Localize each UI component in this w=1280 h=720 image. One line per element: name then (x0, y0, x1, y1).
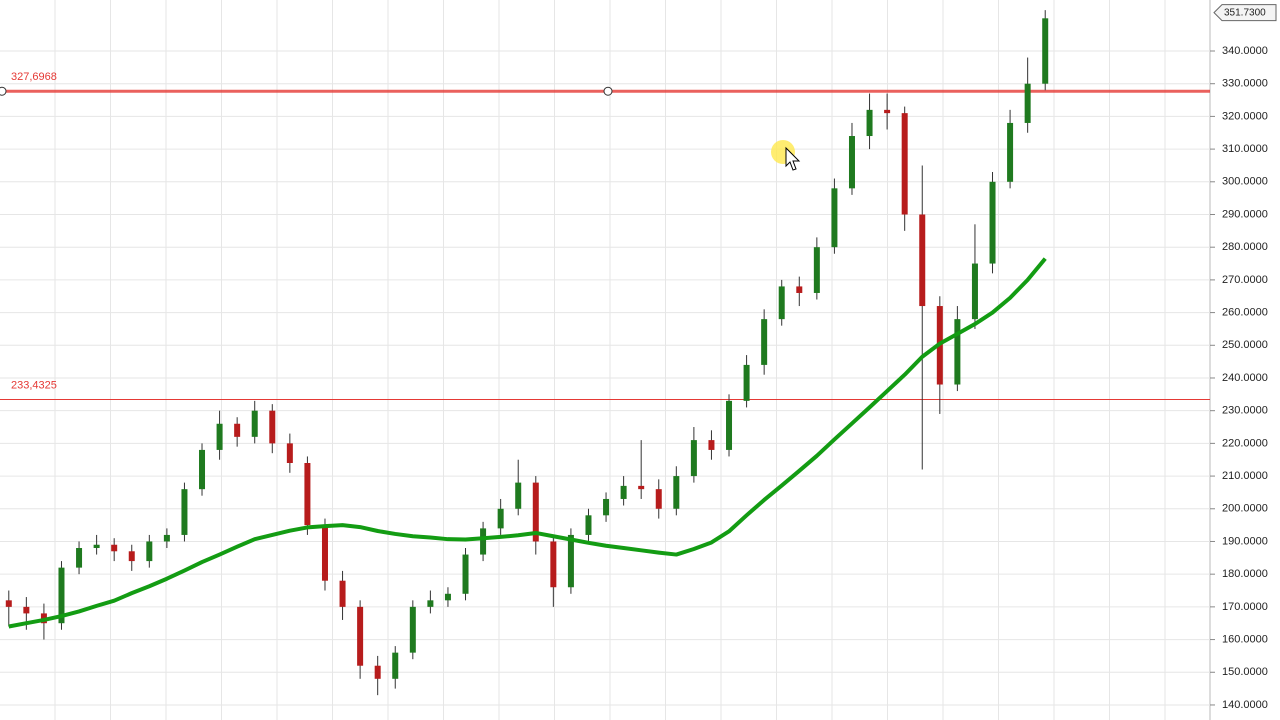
last-price-tag (1213, 4, 1277, 22)
time-grid (54, 0, 1166, 720)
y-tick-label: 160.0000 (1222, 633, 1268, 645)
y-tick-label: 140.0000 (1222, 699, 1268, 711)
y-tick-label: 150.0000 (1222, 666, 1268, 678)
y-tick-label: 260.0000 (1222, 306, 1268, 318)
y-tick-label: 280.0000 (1222, 241, 1268, 253)
candle-body (567, 534, 574, 588)
candle-body (321, 525, 328, 581)
candle-body (23, 606, 30, 614)
candle-body (76, 548, 83, 568)
y-tick-label: 230.0000 (1222, 405, 1268, 417)
candle-body (708, 440, 715, 450)
candle-body (673, 476, 680, 509)
handle (603, 86, 613, 96)
candle-body (954, 319, 961, 385)
candle-body (357, 606, 364, 666)
candle-body (304, 462, 311, 526)
candle-body (971, 263, 978, 320)
candle-body (480, 528, 487, 555)
level-label: 233,4325 (11, 379, 57, 391)
candle-body (181, 489, 188, 535)
candle-body (234, 423, 241, 437)
candle-body (655, 489, 662, 509)
candle-body (585, 515, 592, 535)
level-label: 327,6968 (11, 71, 57, 83)
candle-body (515, 482, 522, 509)
candle-body (919, 214, 926, 307)
candle-body (743, 364, 750, 401)
candle-body (128, 551, 135, 562)
handle (0, 86, 7, 96)
y-tick-label: 210.0000 (1222, 470, 1268, 482)
y-tick-label: 310.0000 (1222, 143, 1268, 155)
y-tick-label: 180.0000 (1222, 568, 1268, 580)
candle-body (269, 410, 276, 444)
candle-body (216, 423, 223, 450)
candle-body (251, 410, 258, 437)
y-tick-label: 190.0000 (1222, 535, 1268, 547)
candle-body (497, 508, 504, 529)
candle-body (848, 136, 855, 189)
candle-body (286, 443, 293, 463)
candle-body (444, 593, 451, 601)
candle-body (339, 580, 346, 607)
candle-body (1042, 18, 1049, 84)
y-tick-label: 340.0000 (1222, 45, 1268, 57)
candle-body (901, 113, 908, 215)
y-tick-label: 220.0000 (1222, 437, 1268, 449)
candle-body (374, 665, 381, 679)
candle-body (603, 498, 610, 516)
y-tick-label: 270.0000 (1222, 274, 1268, 286)
candle-body (146, 541, 153, 562)
candle-body (111, 544, 118, 552)
candle-body (550, 541, 557, 588)
candle-body (1007, 122, 1014, 182)
candle-body (532, 482, 539, 542)
y-tick-label: 250.0000 (1222, 339, 1268, 351)
candle-body (831, 188, 838, 248)
candle-body (620, 485, 627, 499)
candle-body (638, 485, 645, 490)
y-tick-label: 320.0000 (1222, 110, 1268, 122)
candle-body (462, 554, 469, 594)
candle-body (58, 567, 65, 624)
candle-body (392, 652, 399, 679)
y-tick-label: 200.0000 (1222, 503, 1268, 515)
y-tick-label: 300.0000 (1222, 176, 1268, 188)
last-price-label: 351.7300 (1224, 7, 1266, 18)
candle-body (5, 600, 12, 607)
candle-body (163, 534, 170, 542)
candle-body (93, 544, 100, 549)
y-tick-label: 290.0000 (1222, 208, 1268, 220)
candle-body (884, 109, 891, 114)
candle-body (989, 181, 996, 264)
candle-body (199, 449, 206, 490)
candle-body (690, 440, 697, 477)
candle-body (813, 247, 820, 293)
candle-body (1024, 83, 1031, 123)
cursor (785, 146, 801, 171)
y-tick-label: 170.0000 (1222, 601, 1268, 613)
candle-body (761, 319, 768, 365)
y-tick-label: 240.0000 (1222, 372, 1268, 384)
moving-average (8, 257, 1047, 629)
candle-body (409, 606, 416, 653)
y-tick-label: 330.0000 (1222, 78, 1268, 90)
candle-body (726, 400, 733, 450)
candle-body (796, 286, 803, 293)
candle-body (866, 109, 873, 137)
candle-body (778, 286, 785, 320)
candle-body (427, 600, 434, 607)
